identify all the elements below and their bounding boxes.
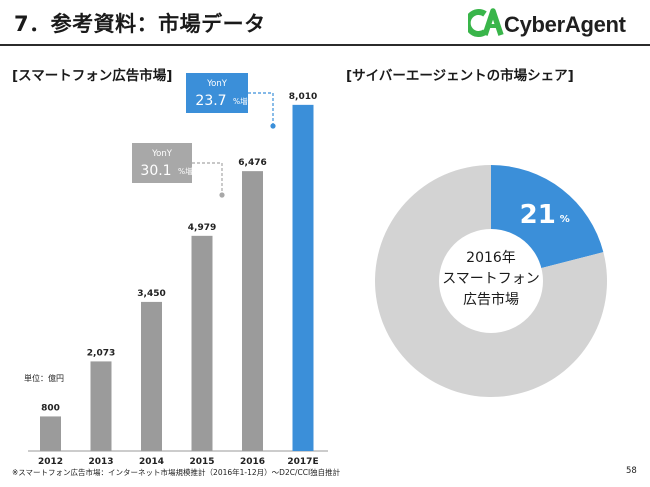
x-tick-label: 2016 (240, 457, 265, 467)
x-tick-label: 2012 (38, 457, 63, 467)
page-title: 7．参考資料：市場データ (14, 12, 266, 36)
callout-value: 30.1 (140, 163, 171, 179)
bar-2012 (40, 416, 61, 451)
donut-center-text: 2016年 (466, 250, 516, 266)
callout-value: 23.7 (195, 93, 226, 109)
bar-value-label: 6,476 (238, 158, 266, 168)
header-rule (0, 44, 650, 46)
bar-value-label: 4,979 (188, 223, 216, 233)
share-value-label: 21 (520, 200, 556, 230)
callout-connector (192, 162, 223, 195)
cyberagent-logo: CyberAgent (464, 8, 648, 44)
bar-value-label: 8,010 (289, 92, 317, 102)
share-unit-label: % (560, 214, 570, 225)
x-tick-label: 2015 (189, 457, 214, 467)
bar-chart: 800 2012 2,073 2013 3,450 2014 4,979 2015 6,476 2… (28, 92, 328, 467)
unit-label: 単位：億円 (24, 374, 64, 383)
logo-text: CyberAgent (504, 12, 626, 37)
bar-2013 (90, 361, 112, 451)
callout-label: YonY (151, 149, 173, 159)
market-section-title: [スマートフォン広告市場] (12, 68, 173, 84)
bar-value-label: 800 (41, 403, 60, 413)
bar-2014 (141, 301, 162, 451)
x-tick-label: 2014 (139, 457, 164, 467)
yony-callout-1: YonY 30.1 %増 (132, 143, 225, 198)
callout-dot (219, 192, 225, 198)
donut-center-text: 広告市場 (463, 291, 519, 308)
logo-icon (464, 8, 504, 37)
donut-center-text: スマートフォン (442, 271, 540, 287)
bar-value-label: 3,450 (137, 289, 165, 299)
bar-value-label: 2,073 (87, 348, 115, 358)
callout-unit: %増 (233, 96, 248, 106)
x-tick-label: 2013 (88, 457, 113, 467)
page-number: 58 (626, 466, 637, 476)
callout-box (186, 73, 248, 113)
bar-2015 (191, 235, 213, 451)
callout-dot (270, 123, 276, 129)
bar-2016 (242, 171, 263, 451)
donut-hole (439, 229, 543, 333)
bar-2017E (292, 104, 314, 451)
callout-box (132, 143, 192, 183)
callout-connector (248, 92, 274, 126)
yony-callouts: YonY 30.1 %増 YonY 23.7 %増 (132, 73, 276, 198)
yony-callout-2: YonY 23.7 %増 (186, 73, 276, 129)
footnote: ※スマートフォン広告市場：インターネット市場規模推計（2016年1-12月）〜D… (12, 468, 341, 477)
x-tick-label: 2017E (287, 457, 318, 467)
share-section-title: [サイバーエージェントの市場シェア] (346, 68, 574, 84)
callout-unit: %増 (178, 166, 193, 176)
callout-label: YonY (206, 79, 228, 89)
